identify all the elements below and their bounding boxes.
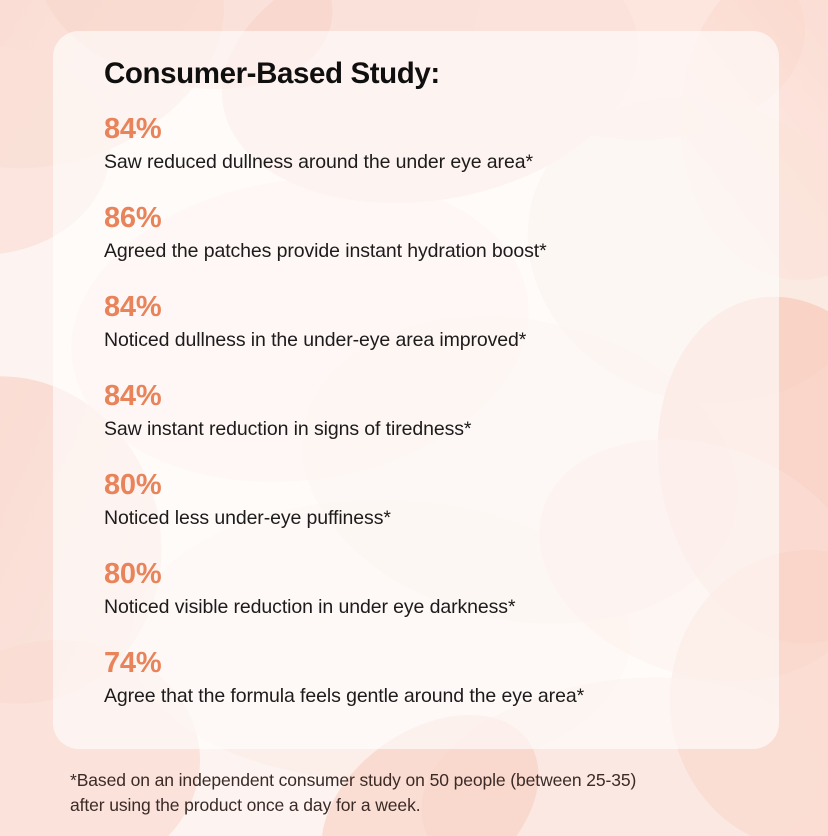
statistics-list: 84% Saw reduced dullness around the unde…	[104, 114, 764, 737]
stat-value: 86%	[104, 202, 162, 234]
stat-value: 84%	[104, 380, 162, 412]
stat-label: Agree that the formula feels gentle arou…	[104, 685, 585, 708]
stat-value: 84%	[104, 291, 162, 323]
stat-label: Noticed visible reduction in under eye d…	[104, 596, 516, 619]
stat-value: 80%	[104, 469, 162, 501]
footnote-line-2: after using the product once a day for a…	[70, 794, 421, 815]
stat-row: 80% Noticed visible reduction in under e…	[104, 559, 764, 648]
stat-label: Saw reduced dullness around the under ey…	[104, 151, 533, 174]
stat-label: Noticed dullness in the under-eye area i…	[104, 329, 527, 352]
stat-row: 84% Noticed dullness in the under-eye ar…	[104, 292, 764, 381]
stat-label: Noticed less under-eye puffiness*	[104, 507, 391, 530]
stat-row: 84% Saw instant reduction in signs of ti…	[104, 381, 764, 470]
stat-label: Agreed the patches provide instant hydra…	[104, 240, 547, 263]
stat-row: 84% Saw reduced dullness around the unde…	[104, 114, 764, 203]
footnote: *Based on an independent consumer study …	[70, 768, 790, 818]
stat-value: 80%	[104, 558, 162, 590]
stat-value: 74%	[104, 647, 162, 679]
stat-row: 80% Noticed less under-eye puffiness*	[104, 470, 764, 559]
stat-label: Saw instant reduction in signs of tiredn…	[104, 418, 472, 441]
stat-value: 84%	[104, 113, 162, 145]
page-title: Consumer-Based Study:	[104, 57, 440, 90]
stat-row: 86% Agreed the patches provide instant h…	[104, 203, 764, 292]
footnote-line-1: *Based on an independent consumer study …	[70, 770, 637, 790]
stat-row: 74% Agree that the formula feels gentle …	[104, 648, 764, 737]
